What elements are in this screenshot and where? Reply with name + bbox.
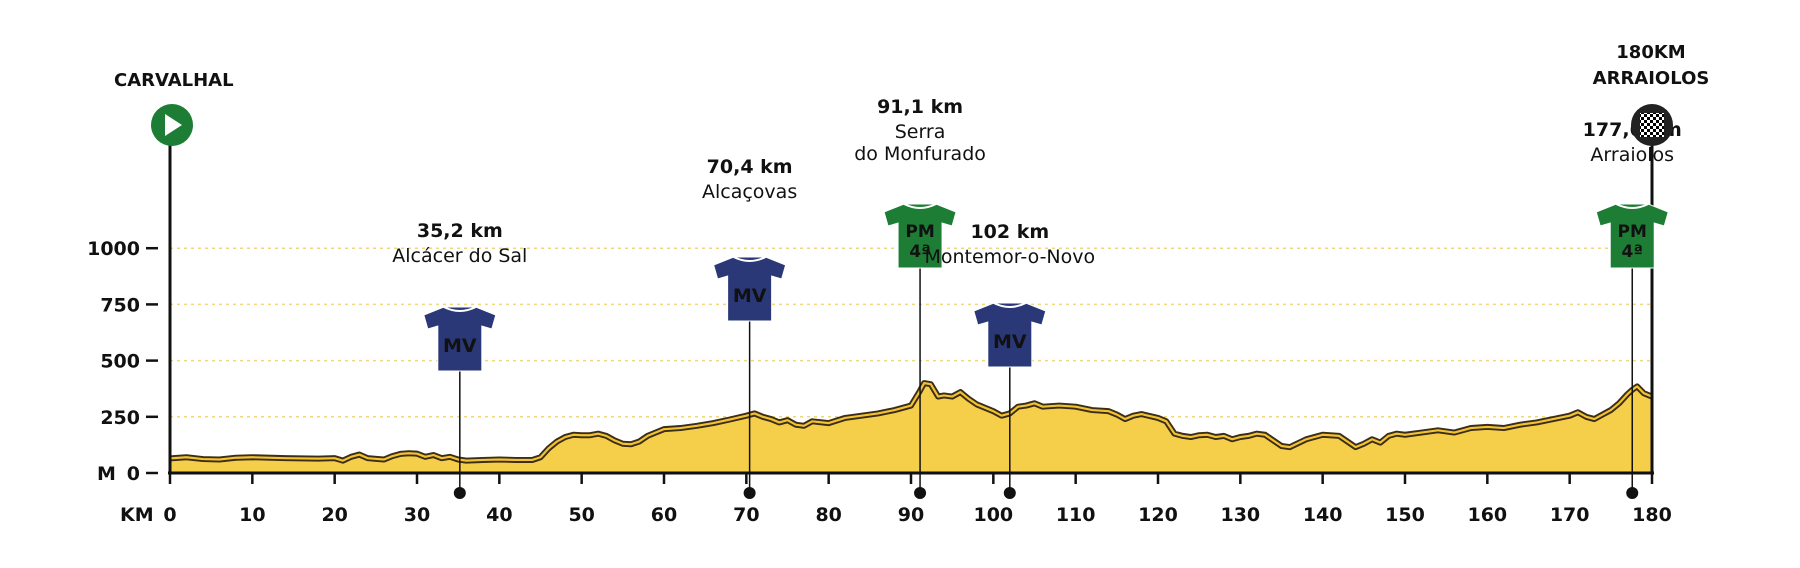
y-tick-label: 250 xyxy=(100,407,140,429)
stage-marker: MV 102 km Montemor-o-Novo xyxy=(924,221,1095,499)
marker-km-label: 91,1 km xyxy=(877,96,963,118)
jersey-collar xyxy=(903,203,937,209)
marker-km-label: 35,2 km xyxy=(417,220,503,242)
x-tick-label: 140 xyxy=(1303,504,1343,526)
start-name: CARVALHAL xyxy=(114,70,234,91)
jersey-classification: 4ª xyxy=(909,242,930,262)
jersey-type: MV xyxy=(443,335,477,357)
checkered-flag-icon xyxy=(1640,113,1664,137)
x-tick-label: 70 xyxy=(733,504,759,526)
y-tick-label: 1000 xyxy=(87,238,140,260)
jersey-icon xyxy=(883,203,957,269)
elevation-line xyxy=(169,381,1653,462)
x-tick-label: 100 xyxy=(973,504,1013,526)
stage-markers: MV 35,2 km Alcácer do Sal MV 70,4 km Alcaçova… xyxy=(392,96,1682,499)
jersey-icon xyxy=(423,306,497,372)
marker-dot xyxy=(1003,487,1016,499)
jersey-type: MV xyxy=(733,285,767,307)
jersey-collar xyxy=(443,306,477,312)
x-tick-label: 80 xyxy=(815,504,841,526)
y-tick-label: 750 xyxy=(100,294,140,316)
marker-name-label: Alcácer do Sal xyxy=(392,245,527,267)
elevation-area xyxy=(170,383,1652,473)
x-tick-label: 120 xyxy=(1138,504,1178,526)
jersey-collar xyxy=(1615,203,1649,209)
x-tick-label: 160 xyxy=(1467,504,1507,526)
y-tick-label: 500 xyxy=(100,351,140,373)
jersey-collar xyxy=(993,302,1027,308)
jersey-type: MV xyxy=(993,331,1027,353)
x-tick-label: 130 xyxy=(1220,504,1260,526)
x-tick-label: 90 xyxy=(898,504,924,526)
stage-marker: MV 70,4 km Alcaçovas xyxy=(702,156,797,499)
marker-name-label: Arraiolos xyxy=(1590,144,1674,166)
marker-dot xyxy=(1626,487,1639,499)
marker-name-label: do Monfurado xyxy=(854,143,986,165)
marker-dot xyxy=(453,487,466,499)
x-tick-label: 30 xyxy=(404,504,430,526)
marker-km-label: 102 km xyxy=(970,221,1049,243)
finish-name: ARRAIOLOS xyxy=(1593,68,1710,89)
x-tick-label: 170 xyxy=(1550,504,1590,526)
x-tick-label: 40 xyxy=(486,504,512,526)
x-tick-label: 180 xyxy=(1632,504,1672,526)
finish-marker: 180KM ARRAIOLOS xyxy=(1593,42,1710,146)
y-axis-label: M xyxy=(97,463,116,485)
jersey-type: PM xyxy=(905,222,934,242)
marker-name-label: Serra xyxy=(895,121,946,143)
jersey-type: PM xyxy=(1618,222,1647,242)
jersey-icon xyxy=(1595,203,1669,269)
jersey-icon xyxy=(973,302,1047,368)
x-tick-label: 0 xyxy=(163,504,176,526)
finish-distance: 180KM xyxy=(1616,42,1685,63)
play-icon xyxy=(165,114,182,136)
marker-dot xyxy=(743,487,756,499)
start-marker: CARVALHAL xyxy=(114,70,234,146)
x-tick-label: 50 xyxy=(568,504,594,526)
marker-name-label: Alcaçovas xyxy=(702,181,797,203)
marker-name-label: Montemor-o-Novo xyxy=(924,246,1095,268)
marker-dot xyxy=(914,487,927,499)
jersey-classification: 4ª xyxy=(1622,242,1643,262)
x-axis-label: KM xyxy=(120,504,154,526)
stage-marker: MV 35,2 km Alcácer do Sal xyxy=(392,220,527,499)
y-tick-label: 0 xyxy=(127,463,140,485)
elevation-profile xyxy=(169,380,1654,473)
x-tick-label: 10 xyxy=(239,504,265,526)
x-tick-label: 60 xyxy=(651,504,677,526)
x-tick-label: 20 xyxy=(321,504,347,526)
x-tick-label: 110 xyxy=(1056,504,1096,526)
grid-lines xyxy=(170,247,1652,418)
marker-km-label: 70,4 km xyxy=(707,156,793,178)
jersey-icon xyxy=(713,256,787,322)
start-finish: CARVALHAL 180KM ARRAIOLOS xyxy=(114,42,1709,146)
x-tick-label: 150 xyxy=(1385,504,1425,526)
jersey-collar xyxy=(733,256,767,262)
